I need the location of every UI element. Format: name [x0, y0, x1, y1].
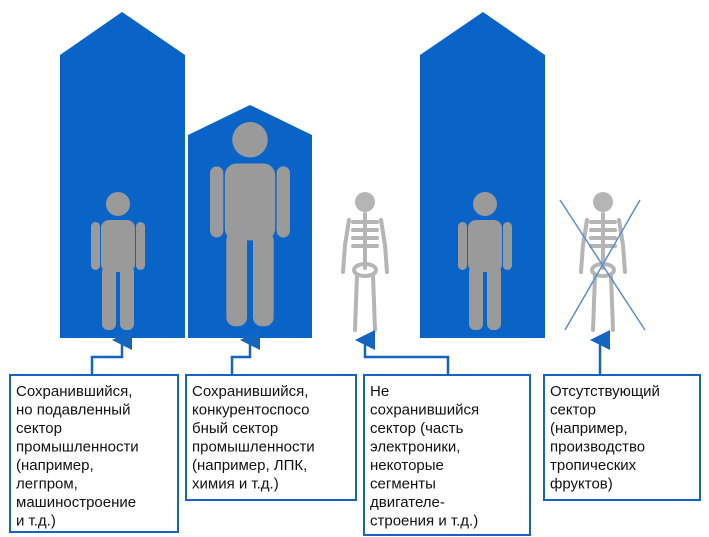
label-line: Отсутствующий — [550, 383, 660, 400]
label-line: промышленности — [192, 439, 315, 456]
arm — [136, 222, 145, 270]
cross — [564, 199, 641, 331]
arm — [91, 222, 100, 270]
torso — [224, 163, 276, 241]
label-line: (например, ЛПК, — [192, 457, 307, 474]
head — [232, 122, 268, 158]
label-line: легпром, — [16, 476, 78, 493]
label-line: машиностроение — [16, 494, 136, 511]
label-line: строения и т.д.) — [370, 513, 478, 530]
label-line: сектор — [550, 402, 596, 419]
label-line: химия и т.д.) — [192, 476, 279, 493]
connector — [90, 330, 132, 375]
label-line: конкурентоспосо — [192, 402, 309, 419]
label-line: фруктов) — [550, 476, 613, 493]
torso — [468, 220, 502, 272]
arm — [617, 218, 627, 274]
skeleton — [579, 192, 627, 332]
label-box — [363, 374, 531, 536]
label-box — [543, 374, 701, 501]
arm — [503, 222, 512, 270]
skull — [593, 192, 613, 212]
leg — [226, 231, 248, 327]
label-line: тропических — [550, 457, 637, 474]
leg — [371, 274, 377, 332]
label-line: промышленности — [16, 439, 139, 456]
label-line: производство — [550, 439, 645, 456]
leg — [120, 266, 134, 330]
person — [91, 192, 145, 330]
leg — [609, 274, 615, 332]
label-box — [9, 374, 179, 533]
label-line: Сохранившийся, — [192, 383, 308, 400]
label-line: сектор (часть — [370, 420, 464, 437]
arm — [210, 166, 224, 238]
label-line: сохранившийся — [370, 402, 479, 419]
label-line: некоторые — [370, 457, 444, 474]
label-line: Сохранившийся, — [16, 383, 132, 400]
arm — [341, 218, 351, 274]
head — [473, 192, 497, 216]
connector — [355, 330, 450, 375]
label-line: сектор — [16, 420, 62, 437]
leg — [353, 274, 359, 332]
label-line: сегменты — [370, 476, 436, 493]
pelvis — [352, 262, 378, 278]
connector — [230, 330, 260, 375]
arm — [379, 218, 389, 274]
skull — [355, 192, 375, 212]
arm — [276, 166, 290, 238]
head — [106, 192, 130, 216]
leg — [591, 274, 597, 332]
skeleton — [341, 192, 389, 332]
leg — [102, 266, 116, 330]
leg — [487, 266, 501, 330]
house — [420, 12, 545, 338]
leg — [469, 266, 483, 330]
label-line: электроники, — [370, 439, 460, 456]
label-line: бный сектор — [192, 420, 278, 437]
label-line: (например, — [550, 420, 628, 437]
label-line: (например, — [16, 457, 94, 474]
label-line: двигателе- — [370, 494, 445, 511]
leg — [252, 231, 274, 327]
label-line: Не — [370, 383, 389, 400]
label-line: но подавленный — [16, 402, 130, 419]
arm — [579, 218, 589, 274]
label-line: и т.д.) — [16, 513, 56, 530]
label-box — [185, 374, 357, 501]
torso — [101, 220, 135, 272]
arm — [458, 222, 467, 270]
person — [210, 122, 290, 327]
person — [458, 192, 512, 330]
